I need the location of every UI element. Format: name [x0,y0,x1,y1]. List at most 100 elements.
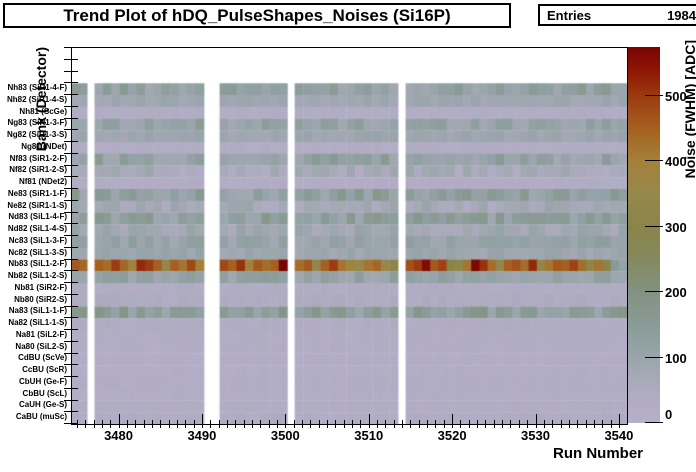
x-minor-tick [293,420,295,428]
colorbar-tick [645,422,663,423]
y-tick-label: CaBU (muSc) [15,412,67,422]
x-minor-tick [343,420,345,428]
x-minor-tick [135,420,137,428]
y-tick [64,70,78,72]
y-tick-label: Nb80 (SiR2-S) [14,294,67,304]
y-tick [64,223,78,225]
stats-entries-value: 1984 [667,7,696,23]
x-minor-tick [126,420,128,428]
x-minor-tick [518,420,520,428]
y-tick [64,340,78,342]
y-tick [64,305,78,307]
y-tick-label: CbUH (Ge-F) [19,376,67,386]
x-minor-tick [85,420,87,428]
y-tick-label: Nf83 (SiR1-2-F) [9,153,67,163]
y-tick [64,94,78,95]
y-tick-label: Nc83 (SiL1-3-F) [8,235,67,245]
y-tick [64,258,78,260]
y-tick [64,387,78,389]
x-minor-tick [235,420,237,428]
x-minor-tick [185,420,187,428]
x-minor-tick [101,420,103,428]
colorbar-tick-label: 500 [665,89,687,105]
y-tick [64,141,78,142]
y-tick [64,423,78,424]
x-major-tick [535,414,537,428]
y-tick [64,176,78,178]
y-tick-label: Nh82 (SiR1-4-S) [6,94,67,104]
y-tick-label: Nc82 (SiL1-3-S) [8,247,67,257]
x-minor-tick [110,420,112,428]
y-tick [64,188,78,189]
x-axis-title: Run Number [553,445,643,462]
y-tick [64,246,78,248]
x-minor-tick [477,420,479,428]
y-tick-label: Na81 (SiL2-F) [15,329,67,339]
stats-box: Entries 1984 [538,4,696,26]
x-minor-tick [527,420,529,428]
x-minor-tick [327,420,329,428]
x-minor-tick [93,420,95,428]
y-tick-label: Nf81 (NDet2) [18,177,67,187]
y-tick [64,376,78,377]
x-tick-label: 3510 [354,428,384,443]
y-tick-label: Nb83 (SiL1-2-F) [8,259,67,269]
plot-title-box: Trend Plot of hDQ_PulseShapes_Noises (Si… [3,3,511,28]
x-minor-tick [143,420,145,428]
y-tick-label: Ne83 (SiR1-1-F) [7,188,67,198]
y-tick-label: CbBU (ScL) [22,388,67,398]
y-tick [64,164,78,166]
y-tick [64,293,78,295]
x-minor-tick [251,420,253,428]
x-minor-tick [276,420,278,428]
y-tick [64,117,78,119]
x-minor-tick [485,420,487,428]
x-minor-tick [568,420,570,428]
y-tick [64,235,78,236]
x-tick-label: 3480 [104,428,133,443]
y-tick [64,329,78,330]
x-minor-tick [260,420,262,428]
y-tick [64,105,78,107]
x-minor-tick [226,420,228,428]
x-minor-tick [160,420,162,428]
colorbar-tick-label: 300 [665,219,687,235]
y-tick [64,411,78,413]
x-tick-label: 3530 [521,428,550,443]
y-tick [64,282,78,283]
plot-frame [71,47,628,425]
y-tick [64,199,78,201]
y-tick-label: CaUH (Ge-S) [18,400,67,410]
y-tick-label: Ng82 (SiR1-3-S) [6,130,67,140]
x-minor-tick [435,420,437,428]
y-tick [64,352,78,354]
x-minor-tick [218,420,220,428]
colorbar-tick [645,356,663,358]
y-tick-label: CdBU (ScVe) [18,353,67,363]
colorbar-tick-label: 0 [665,407,673,422]
y-tick-label: Na82 (SiL1-1-S) [8,318,67,328]
x-minor-tick [302,420,303,428]
x-minor-tick [268,420,270,428]
x-major-tick [201,414,203,428]
x-minor-tick [560,420,562,428]
x-minor-tick [443,420,445,428]
x-minor-tick [602,420,604,428]
y-tick-label: Na83 (SiL1-1-F) [8,306,67,316]
y-tick-label: Nf82 (SiR1-2-S) [9,165,67,175]
x-minor-tick [552,420,554,428]
y-tick [64,270,78,272]
y-tick-label: Na80 (SiL2-S) [15,341,67,351]
y-tick-label: Ng81 (NDet) [21,141,67,151]
x-major-tick [285,414,287,428]
x-minor-tick [193,420,195,428]
y-axis-title: Bank (Detector) [33,47,49,152]
x-minor-tick [427,420,429,428]
colorbar-tick-label: 200 [665,285,687,301]
colorbar-tick [645,160,663,162]
colorbar-tick [645,225,663,227]
colorbar-tick-label: 400 [665,154,687,170]
x-minor-tick [410,420,412,428]
y-tick [64,129,78,131]
